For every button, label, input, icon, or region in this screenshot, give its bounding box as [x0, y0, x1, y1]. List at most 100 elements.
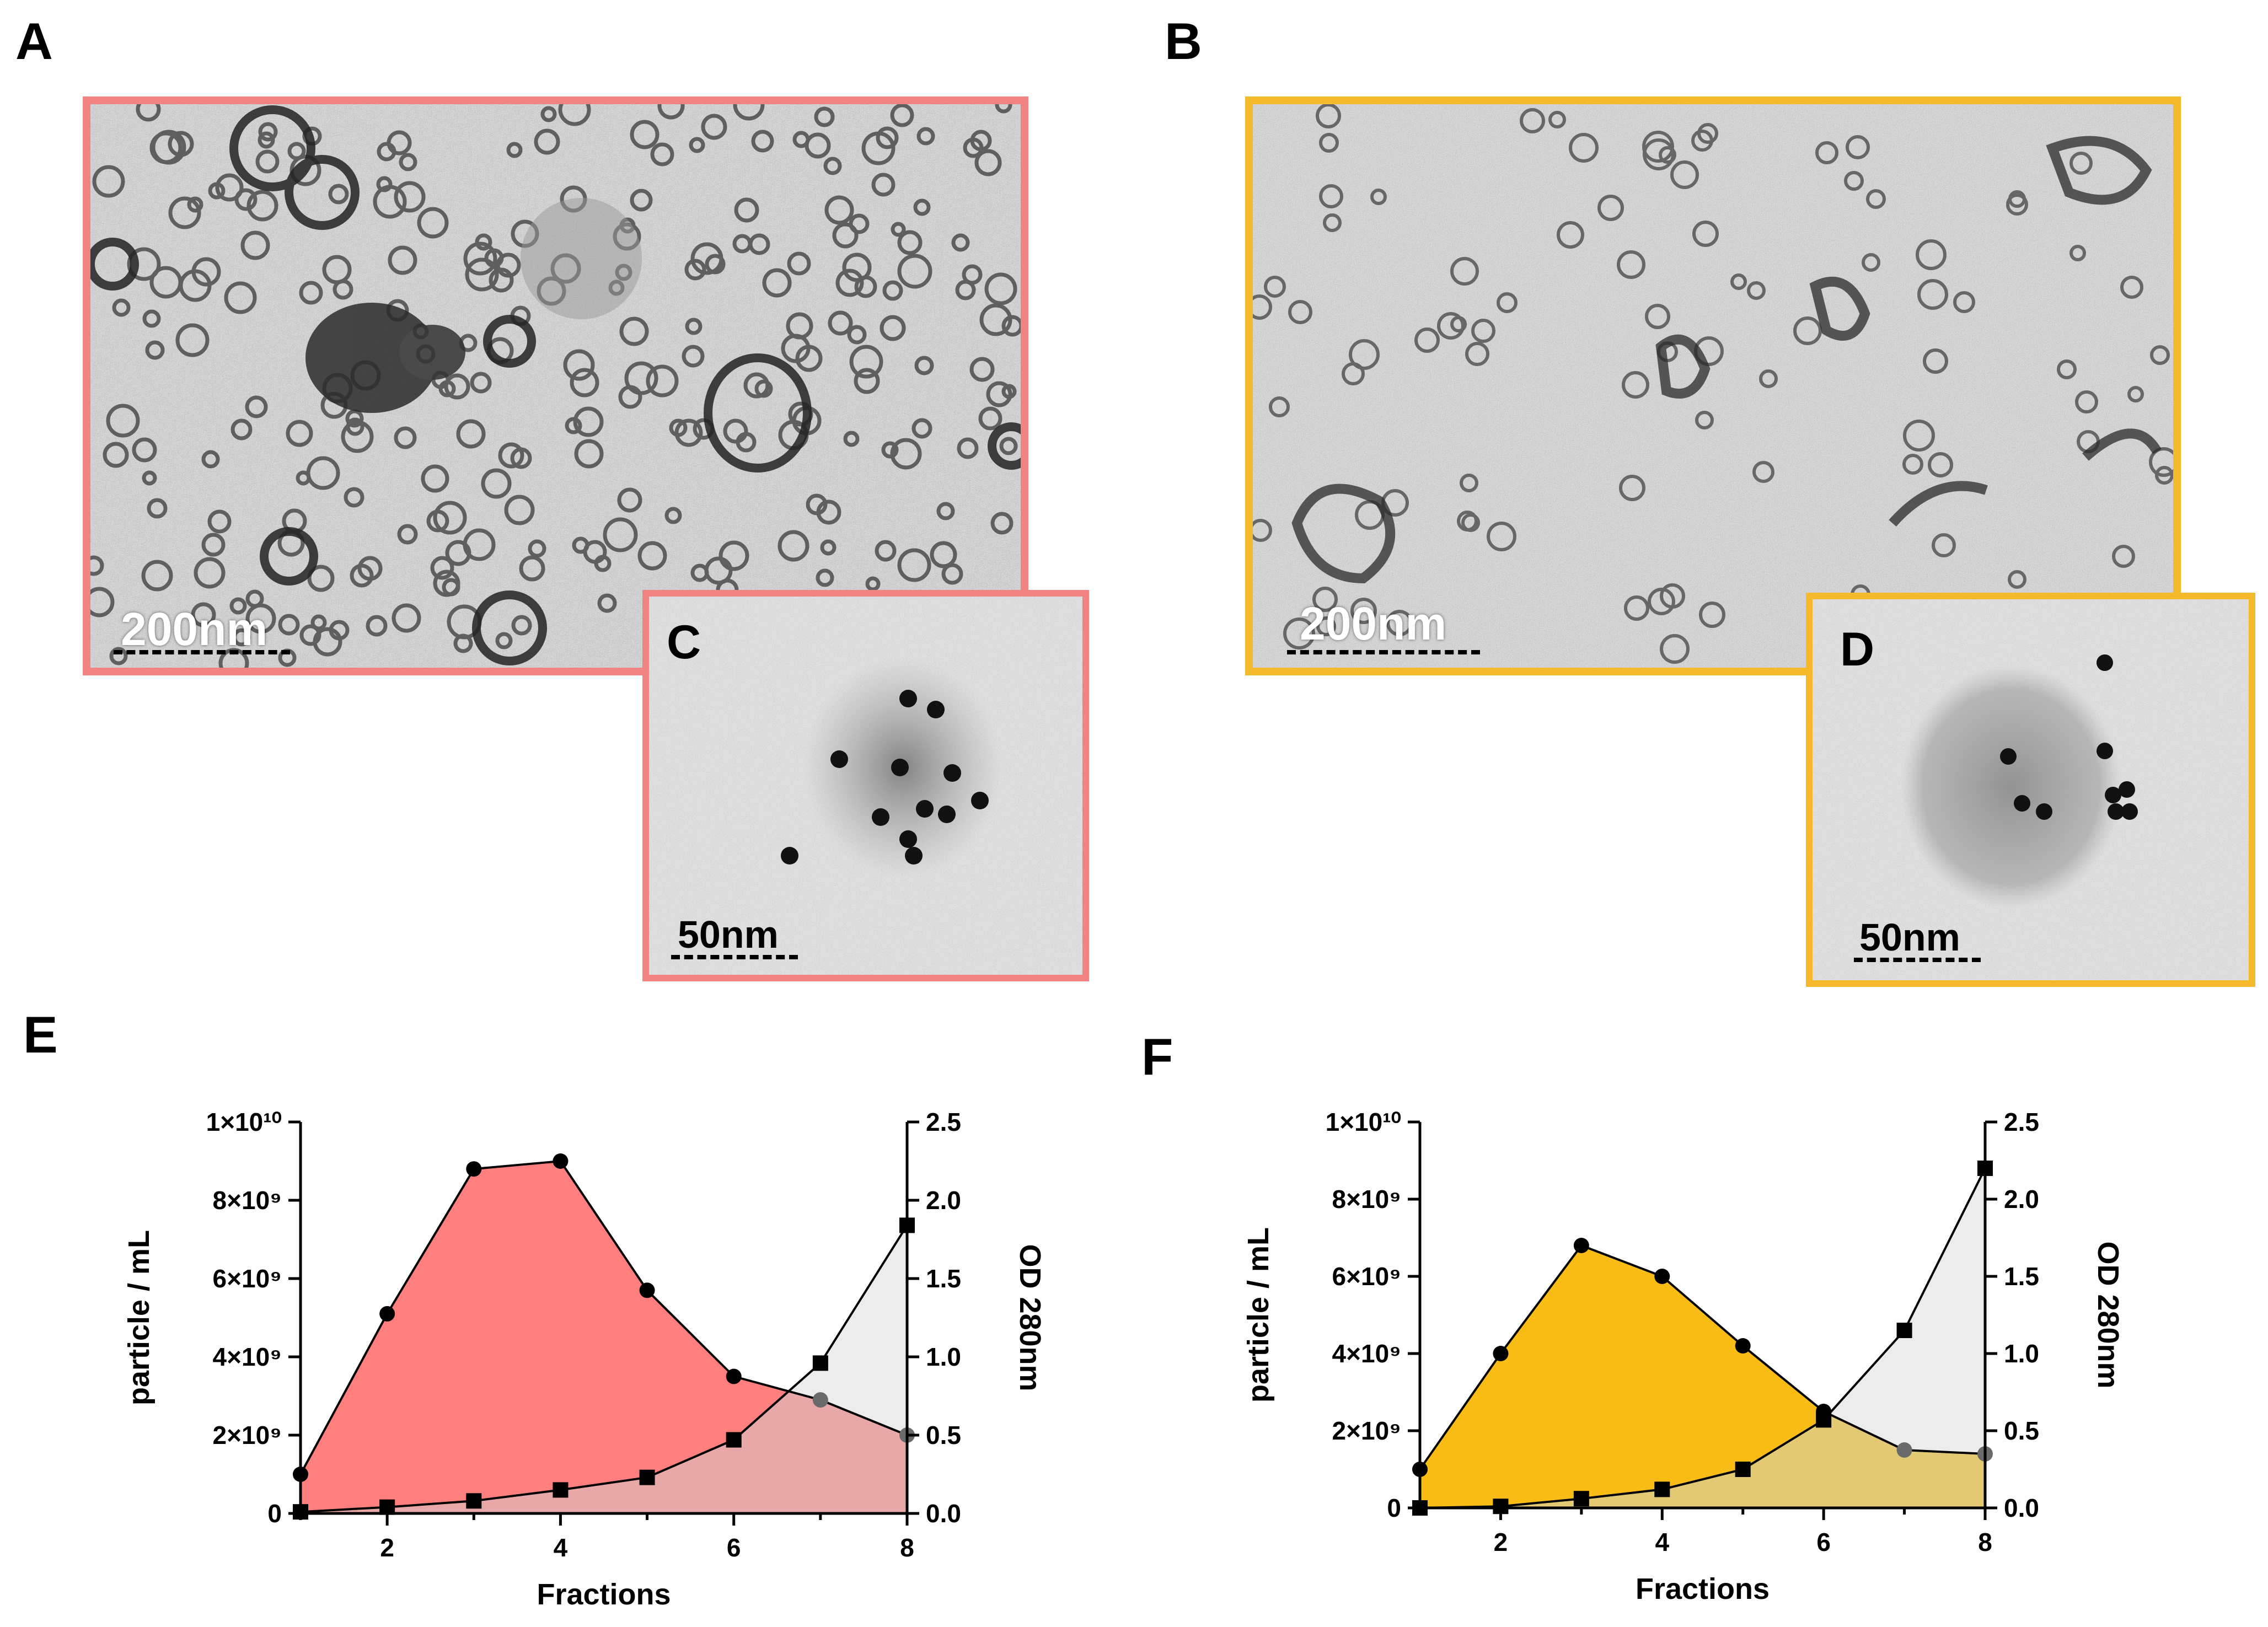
vesicle [849, 345, 883, 379]
vesicle [481, 468, 512, 499]
chart-e: 2 4 6 8 0 2×10⁹ 4×10⁹ 6×10⁹ 8×10⁹ 1×10¹⁰ 0.0 0.5 1.0… [122, 1108, 1047, 1611]
vesicle [1923, 348, 1948, 374]
vesicle [127, 247, 161, 281]
vesicle [1370, 189, 1387, 205]
vesicle [201, 450, 220, 469]
vesicle [1288, 300, 1312, 324]
vesicle [820, 539, 837, 556]
vesicle [246, 190, 278, 222]
vesicle [1316, 104, 1341, 128]
y-tick-label-right: 2.0 [2004, 1185, 2039, 1213]
vesicle [890, 104, 914, 127]
vesicle [619, 316, 649, 346]
od-point [553, 1482, 569, 1498]
vesicle [734, 197, 759, 223]
vesicle [141, 560, 173, 592]
gold-particle [2105, 787, 2121, 803]
y-tick-label-right: 0.5 [2004, 1416, 2039, 1445]
vesicle [897, 254, 932, 289]
particle-point [1493, 1346, 1509, 1361]
vesicle [1460, 474, 1478, 492]
y-tick-label-right: 1.0 [2004, 1339, 2039, 1368]
vesicle [444, 373, 470, 400]
vesicle [438, 380, 456, 398]
vesicle [990, 512, 1014, 535]
vesicle [572, 536, 589, 554]
vesicle [194, 557, 226, 589]
vesicle [258, 122, 278, 142]
vesicle [1928, 452, 1953, 477]
vesicle [453, 633, 473, 653]
y-tick-label-left: 8×10⁹ [213, 1186, 282, 1215]
vesicle [397, 524, 418, 545]
vesicle [1497, 292, 1518, 313]
vesicle [1316, 616, 1336, 636]
vesicle [310, 614, 327, 631]
vesicle [109, 647, 128, 665]
vesicle [142, 470, 157, 486]
vesicle [828, 310, 853, 336]
vesicle [1953, 291, 1975, 313]
vesicle [685, 318, 703, 335]
vesicle [865, 576, 881, 592]
vesicle [504, 495, 535, 525]
vesicle [528, 539, 546, 558]
vesicle [470, 372, 492, 394]
vesicle [433, 501, 467, 535]
vesicle [630, 189, 653, 212]
vesicle [1465, 342, 1489, 366]
vesicle [149, 266, 183, 299]
vesicle [136, 104, 161, 122]
gold-particle [943, 764, 961, 782]
vesicle [175, 323, 210, 357]
overlap-area [301, 1225, 907, 1513]
vesicle [540, 106, 557, 122]
od-line [300, 1225, 908, 1513]
vesicle [2112, 545, 2135, 568]
vesicle [637, 541, 667, 571]
micrograph-d-texture [1813, 599, 2249, 980]
gold-particle [2097, 654, 2113, 671]
vesicle [373, 185, 407, 219]
vesicle [1283, 617, 1315, 649]
gold-particle [2119, 781, 2135, 798]
vesicle [145, 340, 165, 360]
vesicle [1793, 316, 1822, 345]
vesicle [690, 242, 723, 275]
vesicle [650, 142, 674, 167]
vesicle [2057, 359, 2077, 379]
vesicle [787, 251, 811, 276]
vesicle [913, 198, 931, 216]
vesicle [795, 345, 823, 372]
micrograph-b-texture [1253, 104, 2173, 668]
vesicle [307, 565, 335, 592]
overlap-area [1420, 1245, 1985, 1508]
vesicle [1414, 327, 1440, 353]
vesicle [1619, 475, 1645, 501]
vesicle [1624, 595, 1649, 621]
scale-label-c: 50nm [678, 913, 779, 956]
vesicle [341, 420, 374, 453]
vesicle [1487, 522, 1516, 551]
vesicle [1645, 304, 1670, 329]
vesicle [519, 555, 545, 582]
gold-particle [891, 759, 909, 776]
vesicle [377, 142, 396, 162]
vesicle [1520, 108, 1545, 133]
gold-particle [781, 847, 798, 864]
vesicle [2155, 466, 2173, 485]
vesicle [930, 541, 957, 568]
vesicle [90, 555, 104, 576]
vesicle [723, 418, 748, 444]
y-tick-label-left: 0 [267, 1499, 282, 1528]
vesicle [1323, 213, 1342, 232]
vesicle [570, 368, 599, 398]
vesicle [719, 540, 749, 571]
vesicle [106, 404, 140, 438]
vesicle [421, 464, 449, 493]
vesicle [229, 597, 247, 615]
vesicle [778, 530, 809, 562]
vesicle [1450, 316, 1467, 332]
vesicle [786, 312, 813, 340]
vesicle [897, 230, 923, 255]
